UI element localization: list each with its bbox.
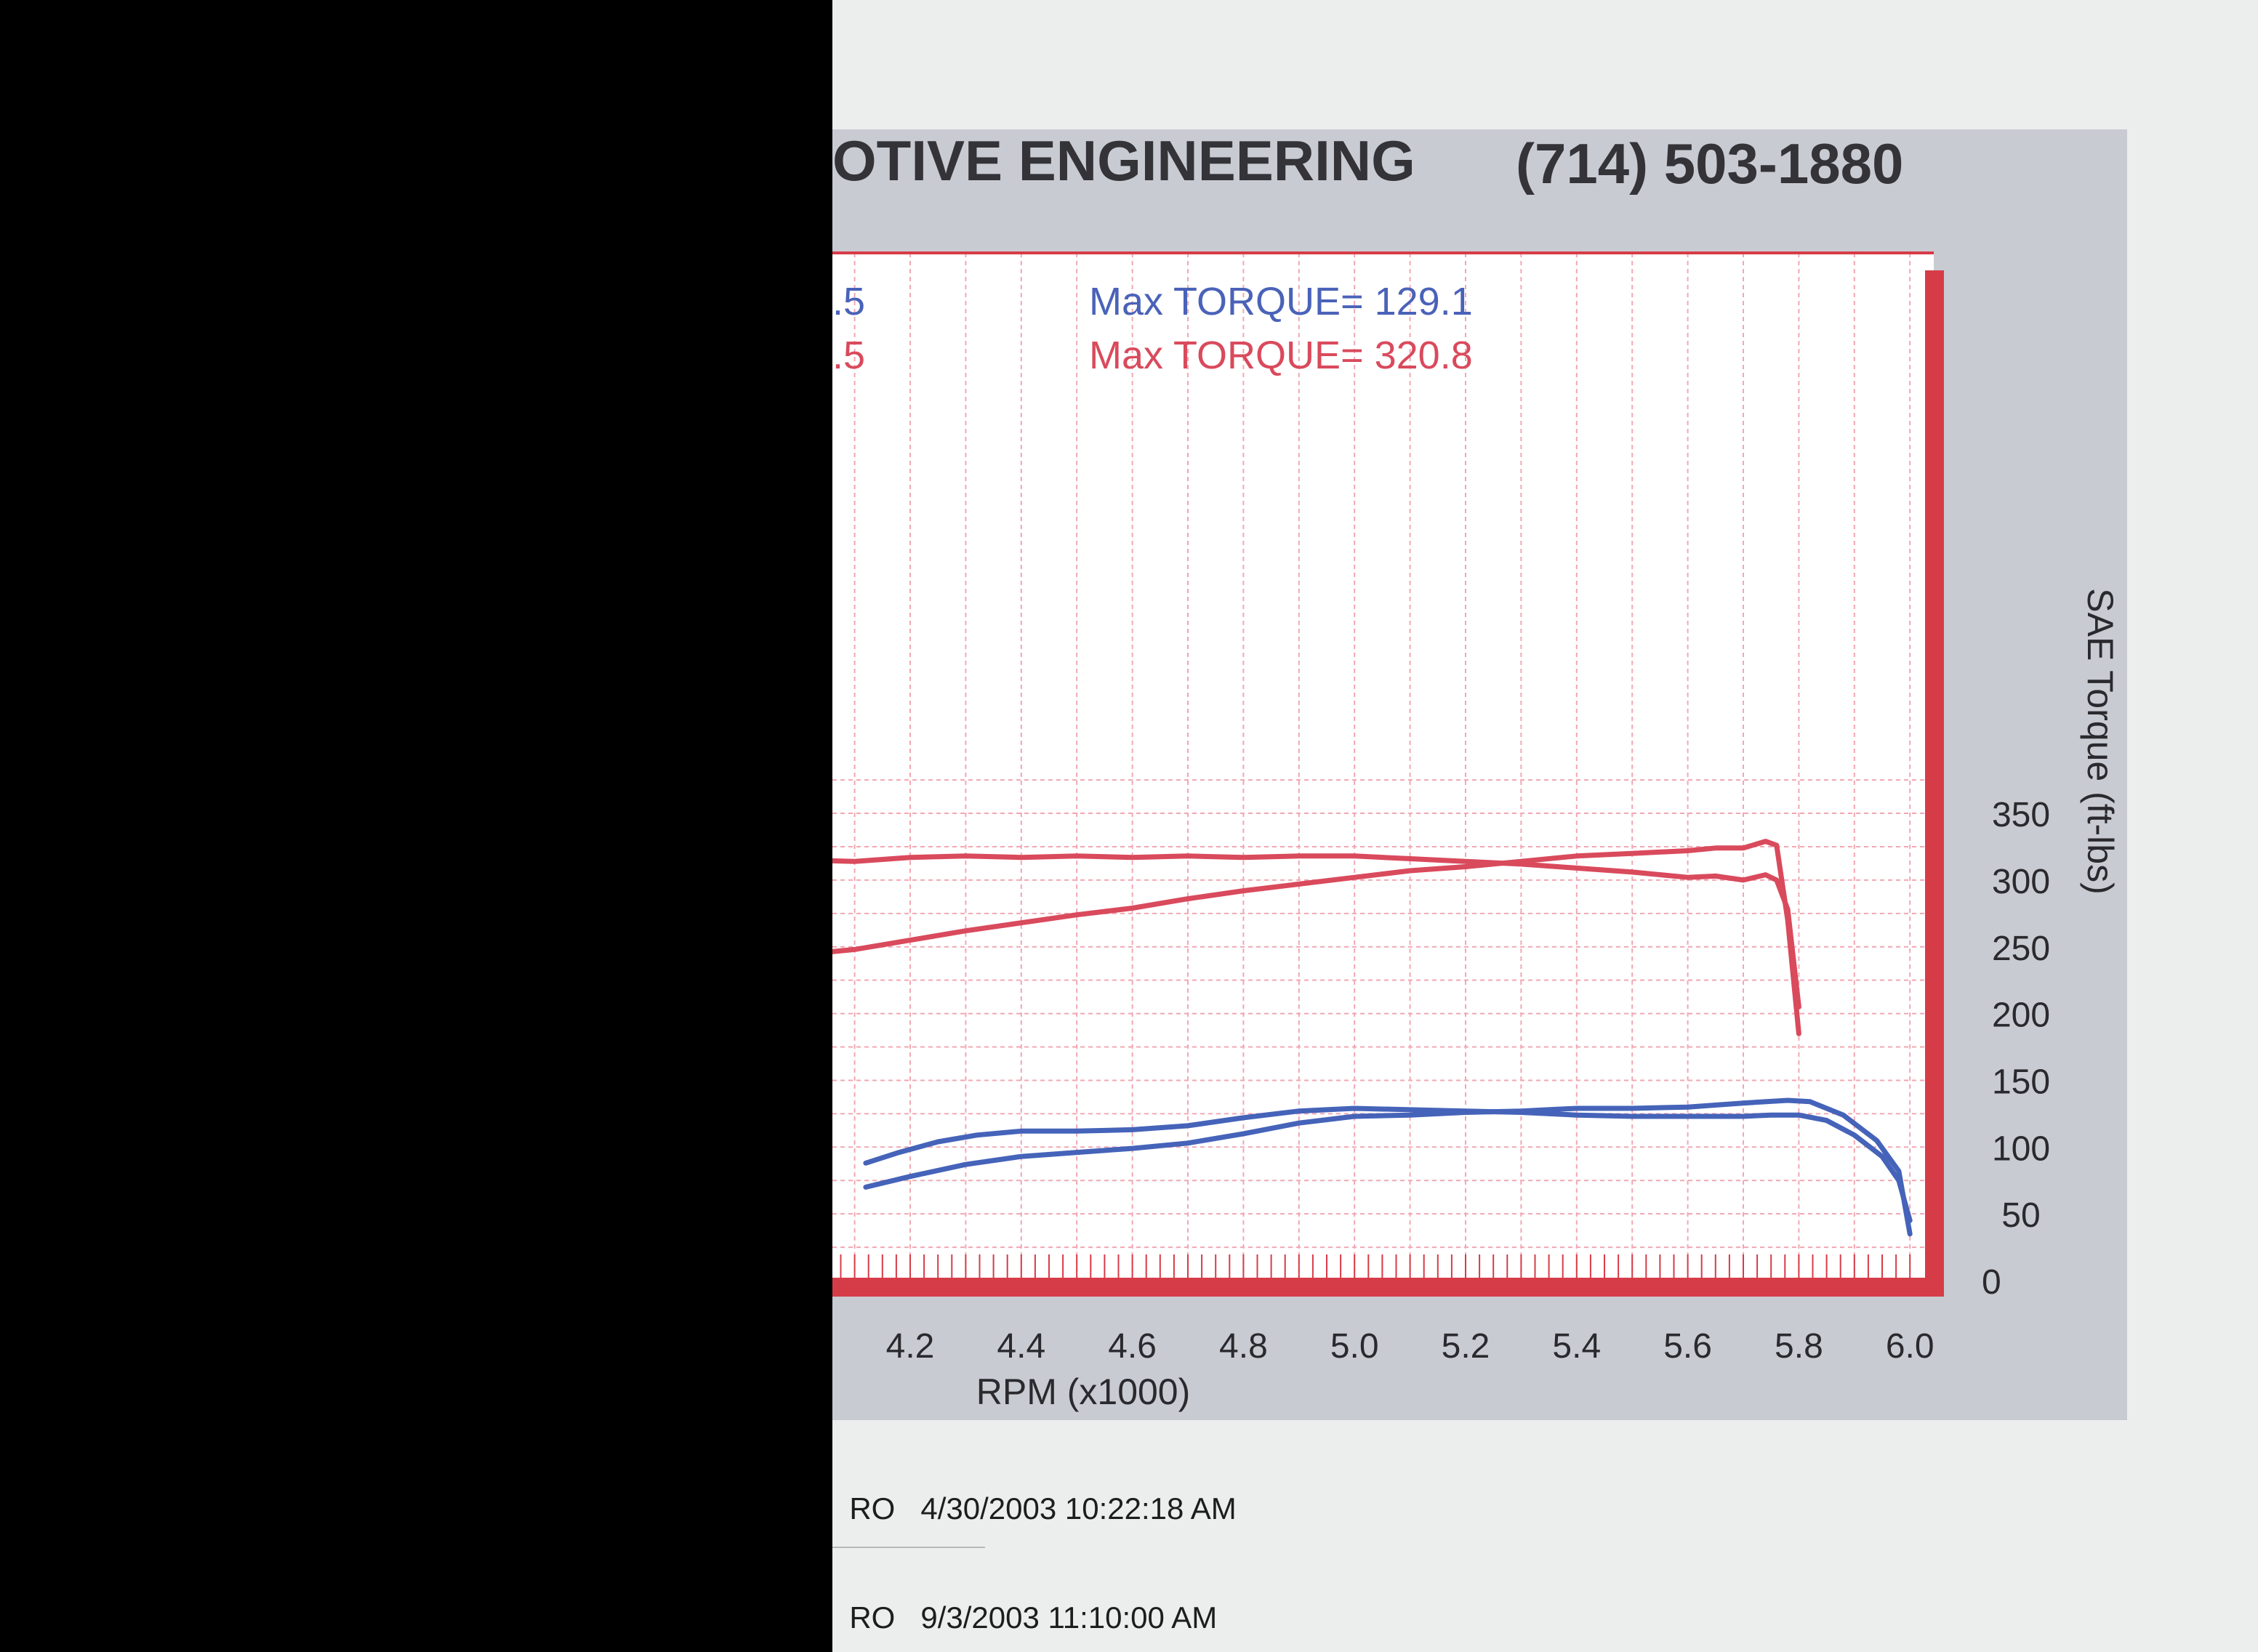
- run-1-fragment: RO: [849, 1491, 896, 1526]
- legend-fragment-red: .5: [832, 334, 865, 377]
- y-tick-label: 100: [1992, 1129, 2050, 1168]
- y-axis-label-right: SAE Torque (ft-lbs): [2080, 588, 2121, 894]
- y-tick-label: 250: [1992, 930, 2050, 968]
- series-line-red-2: [796, 853, 1801, 1010]
- x-tick-label: 4.6: [1108, 1327, 1157, 1366]
- x-tick-label: 5.6: [1663, 1327, 1712, 1366]
- minor-tick-marks: [840, 1254, 1911, 1278]
- x-tick-label: 5.4: [1552, 1327, 1601, 1366]
- x-axis-label: RPM (x1000): [976, 1371, 1191, 1412]
- x-tick-label: 5.2: [1442, 1327, 1490, 1366]
- run-info-1: RO 4/30/2003 10:22:18 AM: [832, 1456, 1237, 1526]
- legend-max-torque-blue: Max TORQUE= 129.1: [1089, 280, 1473, 323]
- y-tick-label: 200: [1992, 996, 2050, 1035]
- x-tick-label: 4.8: [1219, 1327, 1268, 1366]
- y-tick-label: 50: [2001, 1196, 2040, 1235]
- y-tick-label: 0: [1982, 1263, 2001, 1302]
- x-tick-label: 4.4: [997, 1327, 1045, 1366]
- run-2-fragment: RO: [849, 1600, 896, 1635]
- series-line-blue-1: [863, 1097, 1913, 1237]
- run-info-2: RO 9/3/2003 11:10:00 AM: [832, 1566, 1217, 1635]
- y-tick-labels: 050 100 150 200 250 300 350: [1982, 796, 2050, 1302]
- series-line-red-3: [796, 839, 1801, 1036]
- plot-area: [832, 253, 1934, 1285]
- x-tick-labels: 4.2 4.4 4.6 4.8 5.0 5.2 5.4 5.6 5.8 6.0: [886, 1327, 1934, 1366]
- x-tick-label: 4.2: [886, 1327, 935, 1366]
- y-tick-label: 350: [1992, 796, 2050, 834]
- x-tick-label: 5.8: [1775, 1327, 1823, 1366]
- run-2-timestamp: 9/3/2003 11:10:00 AM: [920, 1600, 1218, 1635]
- legend-fragment-blue: .5: [832, 280, 865, 323]
- shop-name-title: OTIVE ENGINEERING: [832, 129, 1415, 193]
- series-lines: [796, 839, 1913, 1237]
- shop-phone-number: (714) 503-1880: [1516, 132, 1903, 196]
- y-tick-label: 300: [1992, 863, 2050, 901]
- plot-border-right: [1925, 270, 1944, 1297]
- x-tick-label: 5.0: [1330, 1327, 1379, 1366]
- redacted-region: [0, 0, 832, 1652]
- legend-max-torque-red: Max TORQUE= 320.8: [1089, 334, 1473, 377]
- x-tick-label: 6.0: [1886, 1327, 1934, 1366]
- footer-divider: [832, 1547, 985, 1548]
- run-1-timestamp: 4/30/2003 10:22:18 AM: [920, 1491, 1237, 1526]
- y-tick-label: 150: [1992, 1063, 2050, 1101]
- plot-border-bottom: [832, 1278, 1944, 1297]
